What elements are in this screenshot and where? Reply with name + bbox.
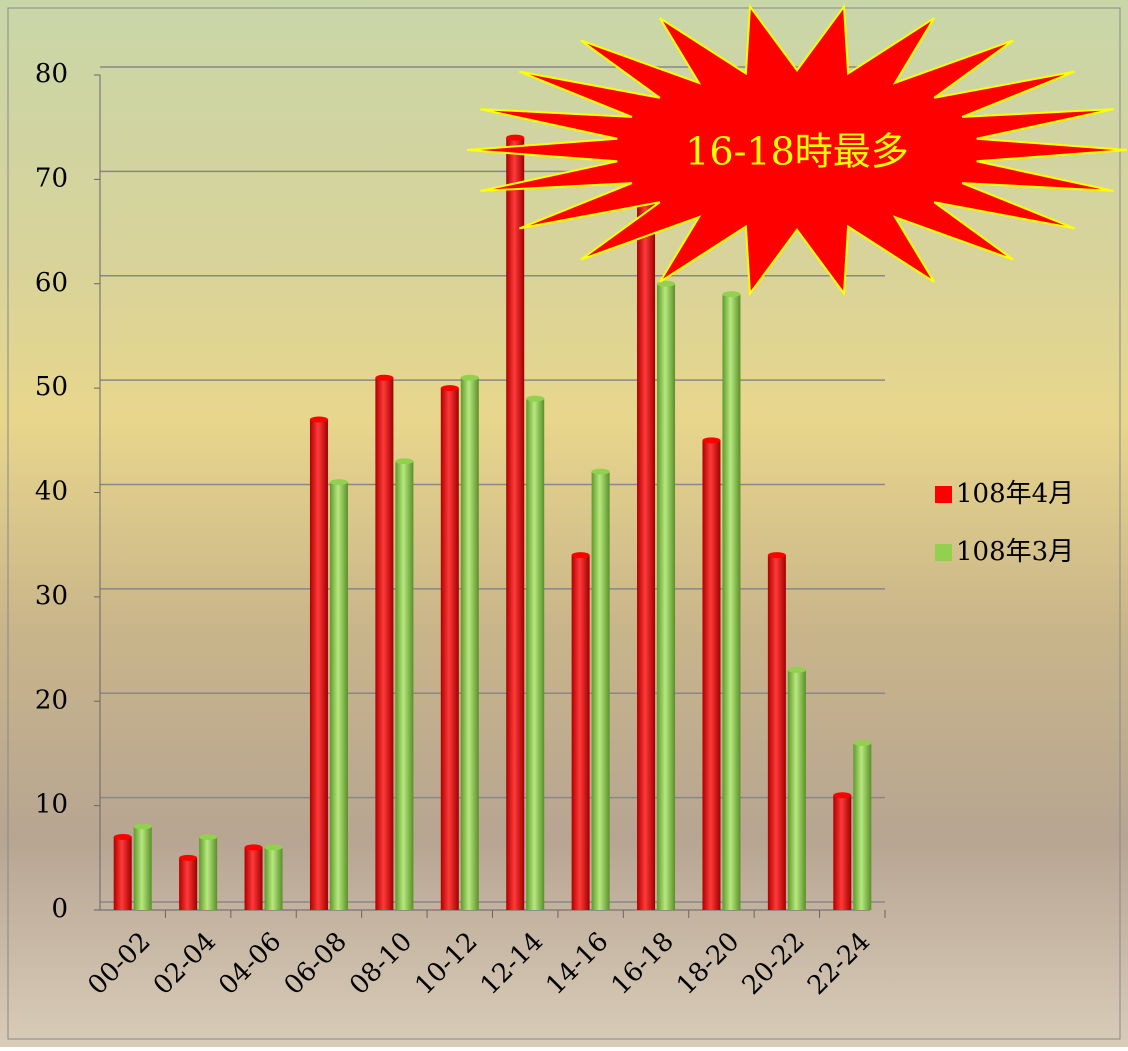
bar-body [329,482,348,910]
bar-cap [833,792,852,799]
bar [113,833,132,910]
y-tick-label: 10 [35,790,68,820]
bar-cap [179,854,198,861]
bar-body [375,377,394,910]
bar-body [787,669,806,910]
bar [199,833,218,910]
bar-cap [460,374,479,381]
bar-body [657,283,676,910]
bar-body [637,179,656,910]
bar-body [133,826,152,910]
bar [722,291,741,910]
bar-cap [329,479,348,486]
bar-body [506,137,525,910]
bar [264,844,283,910]
bar-body [309,419,328,910]
bar-cap [702,437,721,444]
bar-body [264,847,283,910]
bar-cap [722,291,741,298]
y-tick-label: 40 [35,477,68,507]
bar [853,740,872,910]
y-tick-label: 60 [35,268,68,298]
bar [526,395,545,910]
bar [657,280,676,910]
y-tick-label: 70 [35,163,68,193]
legend-label: 108年4月 [956,479,1074,509]
bar [133,823,152,910]
bar-cap [787,666,806,673]
bar-cap [526,395,545,402]
bar-body [853,743,872,910]
bar [460,374,479,910]
bar-cap [395,458,414,465]
bar-cap [591,468,610,475]
y-tick-label: 80 [35,59,68,89]
y-tick-label: 30 [35,581,68,611]
bar-cap [506,134,525,141]
bar-body [244,847,263,910]
bar-body [571,555,590,910]
bar [375,374,394,910]
bar-body [591,471,610,910]
bar-cap [113,833,132,840]
bar [309,416,328,910]
bar [637,176,656,910]
bar-body [833,795,852,910]
bar-body [460,377,479,910]
y-tick-label: 50 [35,372,68,402]
legend-swatch [935,544,952,561]
frame [7,7,1121,1040]
bar-body [440,388,459,910]
bar-body [395,461,414,910]
bar-cap [264,844,283,851]
bar-body [702,440,721,910]
bar [329,479,348,910]
bar [702,437,721,910]
bar [571,552,590,910]
legend-swatch [935,486,952,503]
bar [833,792,852,910]
bar-cap [767,552,786,559]
bar-cap [440,385,459,392]
bar [395,458,414,910]
bar [591,468,610,910]
bar-cap [244,844,263,851]
bar-body [113,836,132,910]
bar-cap [309,416,328,423]
y-tick-label: 20 [35,685,68,715]
bar-body [722,294,741,910]
bar [787,666,806,910]
legend-label: 108年3月 [956,537,1074,567]
bar-body [199,836,218,910]
bar-cap [571,552,590,559]
bar-body [767,555,786,910]
bar-cap [853,740,872,746]
bar [244,844,263,910]
bar-body [526,398,545,910]
bar-body [179,857,198,910]
y-tick-label: 0 [51,894,68,924]
bar-cap [133,823,152,830]
bar [767,552,786,910]
starburst [466,3,1128,297]
plot-area: 0102030405060708000-0202-0404-0606-0808-… [35,59,1074,1001]
bar-cap [375,374,394,381]
bar [506,134,525,910]
bar-cap [199,833,218,840]
bar-cap [657,280,676,287]
annotation: 16-18時最多 [685,130,909,174]
bar [440,385,459,910]
bar [179,854,198,910]
